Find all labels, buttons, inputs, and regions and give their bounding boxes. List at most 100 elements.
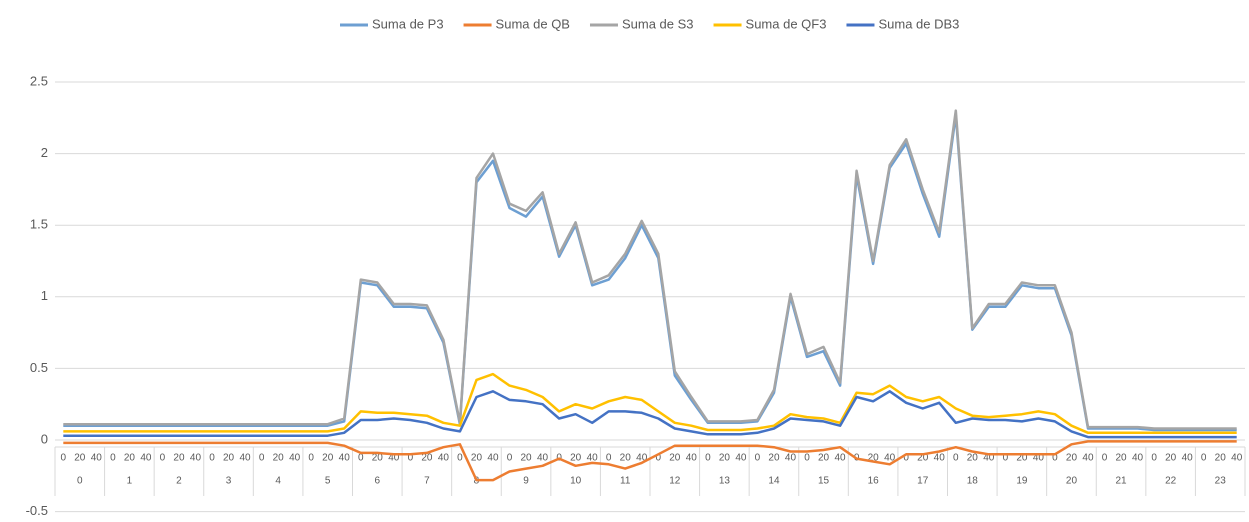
- group-label: 9: [523, 476, 529, 487]
- group-label: 18: [967, 476, 979, 487]
- x-tick-label: 20: [917, 453, 929, 464]
- x-tick-label: 0: [259, 453, 265, 464]
- group-label: 22: [1165, 476, 1177, 487]
- x-tick-label: 40: [884, 453, 896, 464]
- x-tick-label: 40: [1231, 453, 1243, 464]
- x-tick-label: 40: [636, 453, 648, 464]
- group-label: 3: [226, 476, 232, 487]
- x-tick-label: 40: [1182, 453, 1194, 464]
- x-tick-label: 40: [1082, 453, 1094, 464]
- group-label: 14: [768, 476, 780, 487]
- x-tick-label: 0: [110, 453, 116, 464]
- x-tick-label: 40: [1132, 453, 1144, 464]
- x-tick-label: 20: [1165, 453, 1177, 464]
- x-tick-label: 20: [273, 453, 285, 464]
- y-tick-label: 0: [41, 431, 48, 446]
- x-tick-label: 20: [74, 453, 86, 464]
- x-tick-label: 20: [1016, 453, 1028, 464]
- group-label: 12: [669, 476, 681, 487]
- x-tick-label: 0: [705, 453, 711, 464]
- legend-label: Suma de DB3: [878, 16, 959, 31]
- x-tick-label: 0: [755, 453, 761, 464]
- x-tick-label: 20: [1066, 453, 1078, 464]
- x-tick-label: 0: [903, 453, 909, 464]
- x-tick-label: 40: [91, 453, 103, 464]
- group-label: 6: [375, 476, 381, 487]
- x-tick-label: 0: [1151, 453, 1157, 464]
- x-tick-label: 20: [1215, 453, 1227, 464]
- x-tick-label: 40: [190, 453, 202, 464]
- group-label: 17: [917, 476, 929, 487]
- x-tick-label: 20: [322, 453, 334, 464]
- group-label: 19: [1016, 476, 1028, 487]
- x-tick-label: 40: [537, 453, 549, 464]
- x-tick-label: 40: [1033, 453, 1045, 464]
- x-tick-label: 0: [1052, 453, 1058, 464]
- x-tick-label: 20: [223, 453, 235, 464]
- x-tick-label: 40: [487, 453, 499, 464]
- x-tick-label: 20: [868, 453, 880, 464]
- y-tick-label: -0.5: [26, 503, 48, 518]
- group-label: 23: [1215, 476, 1227, 487]
- y-tick-label: 1.5: [30, 217, 48, 232]
- x-tick-label: 0: [507, 453, 513, 464]
- group-label: 13: [719, 476, 731, 487]
- x-tick-label: 20: [768, 453, 780, 464]
- x-tick-label: 0: [655, 453, 661, 464]
- x-tick-label: 40: [339, 453, 351, 464]
- x-tick-label: 20: [669, 453, 681, 464]
- group-label: 20: [1066, 476, 1078, 487]
- series-line: [63, 440, 1237, 482]
- x-tick-label: 0: [457, 453, 463, 464]
- x-tick-label: 20: [124, 453, 136, 464]
- x-tick-label: 20: [719, 453, 731, 464]
- x-tick-label: 20: [620, 453, 632, 464]
- group-label: 16: [868, 476, 880, 487]
- y-tick-label: 1: [41, 288, 48, 303]
- x-tick-label: 40: [983, 453, 995, 464]
- group-label: 2: [176, 476, 182, 487]
- x-tick-label: 40: [934, 453, 946, 464]
- legend-label: Suma de S3: [622, 16, 694, 31]
- x-tick-label: 20: [421, 453, 433, 464]
- group-label: 0: [77, 476, 83, 487]
- group-label: 15: [818, 476, 830, 487]
- legend-label: Suma de P3: [372, 16, 444, 31]
- series-line: [63, 390, 1237, 439]
- x-tick-label: 40: [140, 453, 152, 464]
- y-tick-label: 2.5: [30, 73, 48, 88]
- x-tick-label: 40: [835, 453, 847, 464]
- x-tick-label: 0: [308, 453, 314, 464]
- group-label: 10: [570, 476, 582, 487]
- x-tick-label: 20: [173, 453, 185, 464]
- x-tick-label: 0: [60, 453, 66, 464]
- x-tick-label: 0: [209, 453, 215, 464]
- x-tick-label: 40: [289, 453, 301, 464]
- x-tick-label: 40: [735, 453, 747, 464]
- y-tick-label: 2: [41, 145, 48, 160]
- series-line: [63, 113, 1237, 432]
- x-tick-label: 40: [785, 453, 797, 464]
- x-tick-label: 0: [1201, 453, 1207, 464]
- group-label: 1: [127, 476, 133, 487]
- x-tick-label: 20: [1115, 453, 1127, 464]
- x-tick-label: 20: [372, 453, 384, 464]
- x-tick-label: 40: [438, 453, 450, 464]
- x-tick-label: 0: [160, 453, 166, 464]
- x-tick-label: 40: [240, 453, 252, 464]
- x-tick-label: 0: [953, 453, 959, 464]
- group-label: 21: [1115, 476, 1127, 487]
- y-tick-label: 0.5: [30, 360, 48, 375]
- group-label: 11: [620, 476, 631, 487]
- group-label: 7: [424, 476, 430, 487]
- x-tick-label: 40: [686, 453, 698, 464]
- x-tick-label: 0: [1003, 453, 1009, 464]
- x-tick-label: 40: [587, 453, 599, 464]
- x-tick-label: 0: [606, 453, 612, 464]
- x-tick-label: 0: [1102, 453, 1108, 464]
- series-line: [63, 372, 1237, 435]
- x-tick-label: 20: [818, 453, 830, 464]
- x-tick-label: 0: [358, 453, 364, 464]
